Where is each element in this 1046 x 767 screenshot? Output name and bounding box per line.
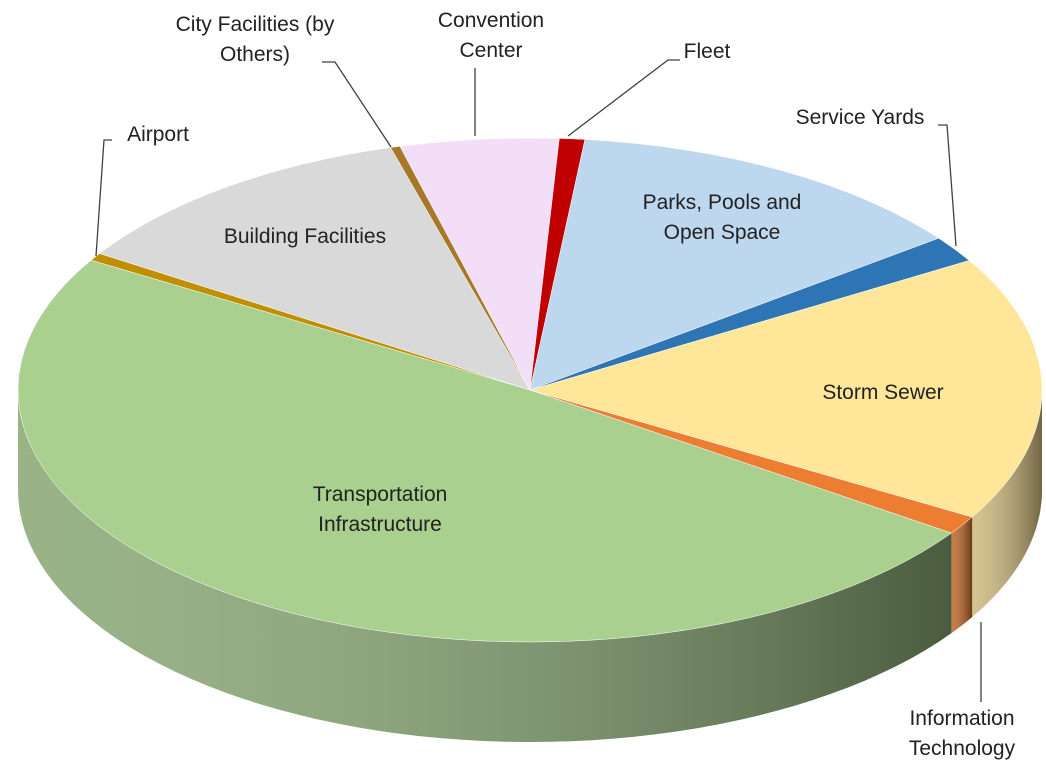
slice	[17, 259, 952, 643]
slice	[399, 137, 560, 391]
slice	[529, 139, 940, 391]
side-shade	[951, 517, 973, 634]
side-shade	[18, 390, 952, 742]
data-label: Transportation Infrastructure	[312, 483, 448, 536]
side-layer	[18, 390, 1042, 742]
data-label: Building Facilities	[223, 225, 387, 248]
data-label: Fleet	[683, 40, 731, 63]
side-shade	[972, 390, 1042, 618]
leader-line	[322, 61, 392, 148]
top-layer	[17, 137, 1043, 643]
leader-line	[938, 124, 957, 247]
slice	[529, 260, 1043, 518]
data-label: Airport	[127, 123, 189, 146]
data-label: Information Technology	[908, 707, 1016, 760]
slice	[99, 147, 531, 391]
leader-line	[567, 59, 680, 137]
data-label: Convention Center	[437, 9, 545, 62]
data-label: City Facilities (by Others)	[175, 13, 335, 66]
data-label: Service Yards	[795, 106, 925, 129]
data-label: Parks, Pools and Open Space	[642, 191, 802, 244]
leader-line	[95, 139, 112, 257]
data-label: Storm Sewer	[822, 381, 944, 404]
